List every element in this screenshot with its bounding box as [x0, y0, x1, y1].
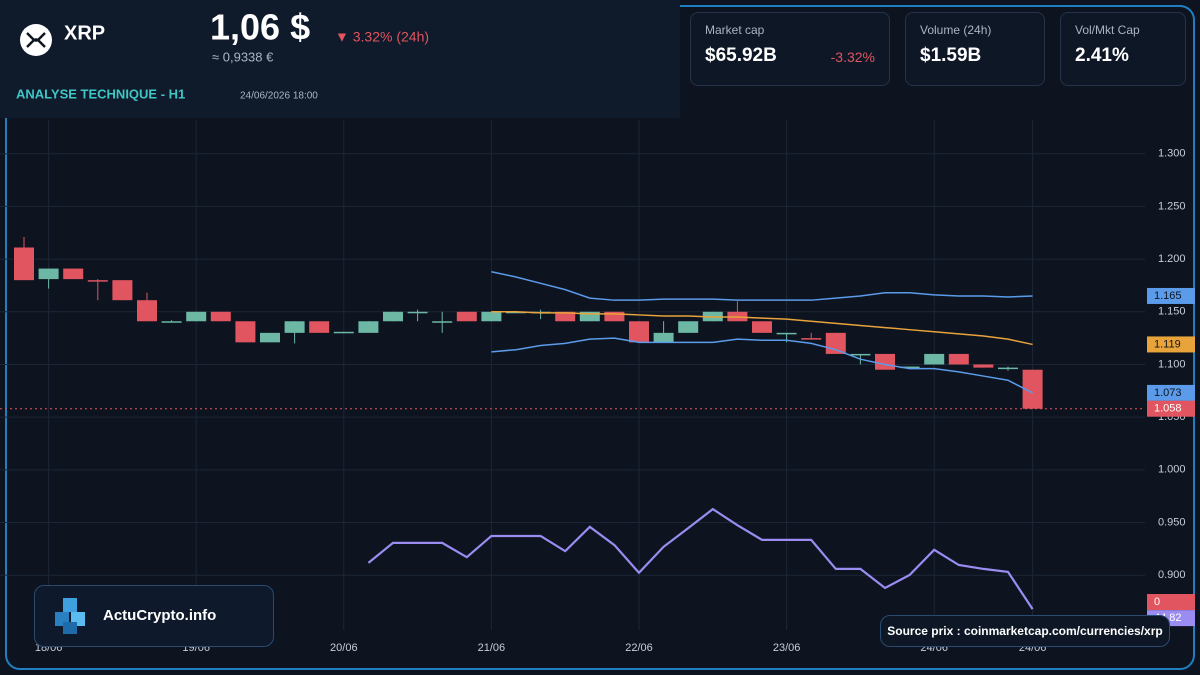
candle-body [678, 321, 699, 333]
stat-value: $65.92B [705, 45, 777, 66]
candle-body [235, 321, 256, 343]
indicator-zero-label: 0 [1154, 596, 1160, 608]
stat-value: 2.41% [1075, 45, 1129, 66]
source-box: Source prix : coinmarketcap.com/currenci… [880, 615, 1170, 647]
header-bg [0, 0, 680, 118]
candle-body [186, 311, 207, 322]
overlay-label: 1.165 [1154, 290, 1182, 302]
section-title: ANALYSE TECHNIQUE - H1 [16, 86, 185, 101]
candle-body [333, 331, 354, 334]
symbol: XRP [64, 22, 105, 44]
xrp-logo-mark [26, 32, 46, 48]
candle-body [1022, 369, 1043, 409]
candle-body [825, 332, 846, 354]
indicator-zero-label-bg [1147, 594, 1195, 610]
candle-body [481, 311, 502, 322]
x-tick-label: 20/06 [330, 642, 358, 654]
candle-body [284, 321, 305, 333]
timestamp: 24/06/2026 18:00 [240, 91, 318, 102]
stat-label: Market cap [705, 23, 765, 37]
stat-label: Vol/Mkt Cap [1075, 23, 1140, 37]
candle-body [899, 366, 920, 369]
y-tick-label: 0.900 [1158, 569, 1186, 581]
candle-body [998, 367, 1018, 370]
price: 1,06 $ [210, 7, 310, 48]
stat-change: -3.32% [830, 49, 875, 65]
candle-body [358, 321, 379, 333]
indicator-line [367, 507, 1034, 610]
candle-body [432, 321, 453, 323]
candle-body [260, 332, 280, 343]
candle-body [112, 280, 133, 301]
stat-value: $1.59B [920, 45, 982, 66]
y-tick-label: 1.150 [1158, 306, 1186, 318]
candle-body [801, 338, 822, 340]
x-tick-label: 21/06 [478, 642, 506, 654]
candle-body [752, 321, 772, 333]
candle-body [924, 353, 945, 365]
candle-body [38, 268, 59, 280]
y-tick-label: 1.250 [1158, 200, 1186, 212]
candle-body [63, 268, 84, 280]
candle-body [137, 300, 157, 322]
stat-card: Market cap $65.92B -3.32% [690, 12, 890, 86]
price-eur: ≈ 0,9338 € [212, 49, 274, 64]
y-tick-label: 1.200 [1158, 253, 1186, 265]
current-price-label-bg [1147, 400, 1195, 417]
candle-body [850, 353, 871, 356]
y-tick-label: 1.300 [1158, 148, 1186, 160]
candle-body [604, 311, 625, 322]
candle-body [555, 311, 576, 322]
brand-name: ActuCrypto.info [103, 607, 217, 624]
overlay-label: 1.073 [1154, 387, 1182, 399]
candle-body [456, 311, 477, 322]
current-price-label: 1.058 [1154, 403, 1182, 415]
source: Source prix : coinmarketcap.com/currenci… [887, 624, 1163, 638]
overlay-label-bg [1147, 287, 1195, 304]
candle-body [87, 280, 108, 282]
candle-body [653, 332, 674, 343]
stat-card: Volume (24h) $1.59B [905, 12, 1045, 86]
stat-label: Volume (24h) [920, 23, 992, 37]
brand-logo [55, 598, 85, 634]
overlay-line [491, 271, 1033, 301]
brand-box: ActuCrypto.info [34, 585, 274, 647]
y-tick-label: 1.100 [1158, 358, 1186, 370]
overlay-label-bg [1147, 336, 1195, 353]
candle-body [776, 332, 797, 335]
x-tick-label: 23/06 [773, 642, 801, 654]
candle-body [161, 321, 182, 323]
candle-body [14, 247, 34, 281]
overlay-label: 1.119 [1154, 338, 1181, 350]
candle-body [579, 311, 600, 322]
y-tick-label: 0.950 [1158, 516, 1186, 528]
candle-body [875, 353, 895, 370]
candle-body [629, 321, 649, 343]
overlay-line [491, 311, 1033, 346]
candle-body [383, 311, 403, 322]
stat-card: Vol/Mkt Cap 2.41% [1060, 12, 1186, 86]
candle-body [309, 321, 330, 333]
candle-body [407, 311, 428, 314]
candle-body [973, 364, 994, 368]
overlay-line [491, 337, 1033, 394]
overlay-label-bg [1147, 384, 1195, 401]
price-change: ▼ 3.32% (24h) [335, 29, 429, 45]
candle-body [210, 311, 231, 322]
y-tick-label: 1.000 [1158, 464, 1186, 476]
x-tick-label: 22/06 [625, 642, 653, 654]
candle-body [948, 353, 969, 365]
